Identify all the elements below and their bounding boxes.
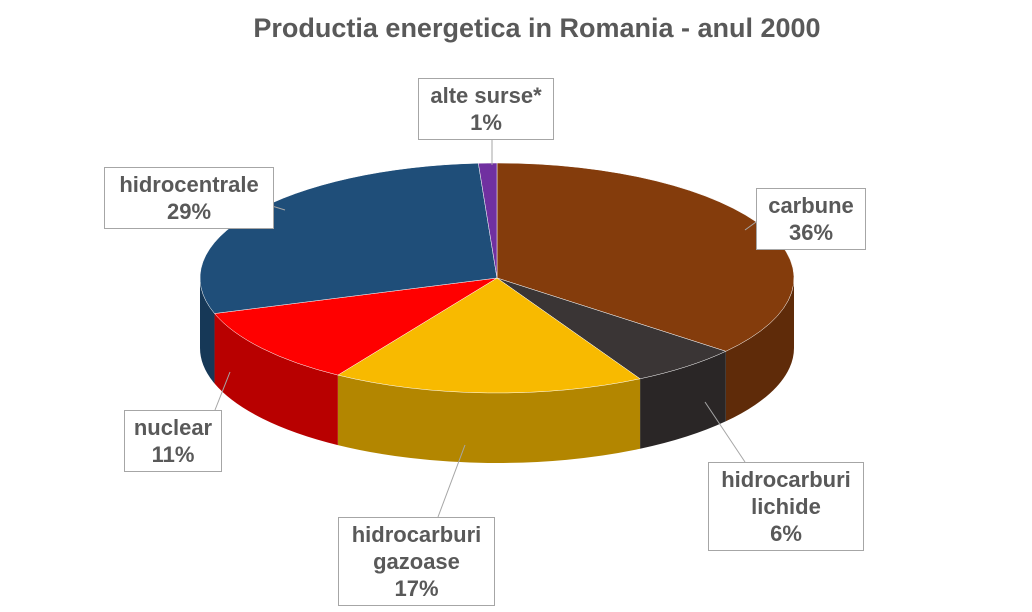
slice — [478, 162, 498, 279]
data-label: hidrocarburi gazoase 17% — [338, 517, 495, 606]
label-category: nuclear — [133, 415, 213, 440]
label-category: hidrocarburi gazoase — [351, 522, 482, 574]
label-category: alte surse* — [430, 83, 542, 108]
label-category: hidrocentrale — [119, 172, 259, 197]
data-label: alte surse* 1% — [418, 78, 554, 140]
slice-side — [337, 375, 641, 463]
slice-side — [214, 313, 338, 446]
label-category: hidrocarburi lichide — [721, 467, 851, 519]
slice — [214, 277, 498, 376]
leader-line — [437, 444, 466, 518]
leader-line — [214, 371, 231, 411]
label-value: 1% — [470, 110, 502, 135]
leader-line — [704, 401, 746, 463]
data-label: nuclear 11% — [124, 410, 222, 472]
leader-line — [744, 221, 757, 231]
slice-side — [725, 278, 794, 422]
label-value: 11% — [151, 442, 195, 467]
data-label: hidrocentrale 29% — [104, 167, 274, 229]
chart-title: Productia energetica in Romania - anul 2… — [253, 13, 820, 43]
label-value: 6% — [770, 521, 802, 546]
label-value: 36% — [788, 220, 834, 245]
label-value: 17% — [394, 576, 439, 601]
slice-side — [200, 278, 215, 384]
data-label: carbune 36% — [756, 188, 866, 250]
leader-line — [271, 205, 286, 211]
data-label: hidrocarburi lichide 6% — [708, 462, 864, 551]
slice-side — [640, 351, 726, 449]
label-category: carbune — [768, 193, 854, 218]
slice — [337, 277, 641, 394]
label-value: 29% — [166, 199, 212, 224]
